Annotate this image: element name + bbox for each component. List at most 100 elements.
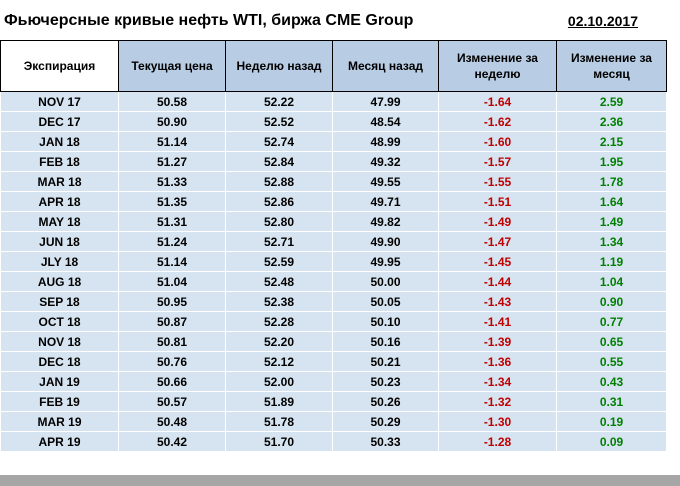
table-row: DEC 17 50.90 52.52 48.54 -1.62 2.36 [0, 111, 667, 132]
current-price-cell: 51.27 [118, 151, 226, 172]
current-price-cell: 50.58 [118, 91, 226, 112]
futures-table: Экспирация Текущая цена Неделю назад Месяц … [0, 40, 667, 452]
expiration-cell: JAN 19 [0, 371, 119, 392]
week-ago-cell: 52.48 [225, 271, 333, 292]
column-header: Неделю назад [225, 40, 333, 92]
column-header: Изменение за месяц [556, 40, 667, 92]
month-ago-cell: 49.32 [332, 151, 439, 172]
month-ago-cell: 50.21 [332, 351, 439, 372]
week-change-cell: -1.36 [438, 351, 557, 372]
month-ago-cell: 50.00 [332, 271, 439, 292]
week-change-cell: -1.55 [438, 171, 557, 192]
bottom-strip [0, 475, 680, 486]
column-header: Текущая цена [118, 40, 226, 92]
expiration-cell: APR 19 [0, 431, 119, 452]
week-ago-cell: 52.59 [225, 251, 333, 272]
month-ago-cell: 47.99 [332, 91, 439, 112]
week-ago-cell: 52.20 [225, 331, 333, 352]
week-ago-cell: 52.52 [225, 111, 333, 132]
column-header: Экспирация [0, 40, 119, 92]
month-change-cell: 0.65 [556, 331, 667, 352]
month-ago-cell: 50.16 [332, 331, 439, 352]
month-ago-cell: 49.55 [332, 171, 439, 192]
page-title: Фьючерсные кривые нефть WTI, биржа CME G… [4, 12, 414, 29]
week-change-cell: -1.57 [438, 151, 557, 172]
current-price-cell: 50.90 [118, 111, 226, 132]
month-change-cell: 1.19 [556, 251, 667, 272]
table-header: Экспирация Текущая цена Неделю назад Месяц … [0, 40, 667, 92]
current-price-cell: 50.87 [118, 311, 226, 332]
week-ago-cell: 52.22 [225, 91, 333, 112]
month-ago-cell: 50.10 [332, 311, 439, 332]
month-ago-cell: 50.26 [332, 391, 439, 412]
report-date: 02.10.2017 [567, 13, 638, 29]
month-change-cell: 1.78 [556, 171, 667, 192]
current-price-cell: 51.35 [118, 191, 226, 212]
table-row: JUN 18 51.24 52.71 49.90 -1.47 1.34 [0, 231, 667, 252]
week-ago-cell: 52.74 [225, 131, 333, 152]
expiration-cell: APR 18 [0, 191, 119, 212]
month-change-cell: 2.59 [556, 91, 667, 112]
expiration-cell: FEB 18 [0, 151, 119, 172]
table-row: NOV 17 50.58 52.22 47.99 -1.64 2.59 [0, 91, 667, 112]
expiration-cell: NOV 18 [0, 331, 119, 352]
month-change-cell: 1.04 [556, 271, 667, 292]
current-price-cell: 50.81 [118, 331, 226, 352]
spreadsheet-view: Фьючерсные кривые нефть WTI, биржа CME G… [0, 12, 680, 486]
table-row: JAN 18 51.14 52.74 48.99 -1.60 2.15 [0, 131, 667, 152]
month-change-cell: 0.90 [556, 291, 667, 312]
current-price-cell: 50.57 [118, 391, 226, 412]
current-price-cell: 50.42 [118, 431, 226, 452]
table-row: MAY 18 51.31 52.80 49.82 -1.49 1.49 [0, 211, 667, 232]
week-change-cell: -1.30 [438, 411, 557, 432]
week-change-cell: -1.62 [438, 111, 557, 132]
week-change-cell: -1.45 [438, 251, 557, 272]
month-change-cell: 1.95 [556, 151, 667, 172]
current-price-cell: 51.33 [118, 171, 226, 192]
month-ago-cell: 49.82 [332, 211, 439, 232]
table-row: DEC 18 50.76 52.12 50.21 -1.36 0.55 [0, 351, 667, 372]
expiration-cell: AUG 18 [0, 271, 119, 292]
week-change-cell: -1.49 [438, 211, 557, 232]
month-ago-cell: 50.33 [332, 431, 439, 452]
current-price-cell: 50.76 [118, 351, 226, 372]
month-change-cell: 0.31 [556, 391, 667, 412]
month-change-cell: 0.43 [556, 371, 667, 392]
table-row: SEP 18 50.95 52.38 50.05 -1.43 0.90 [0, 291, 667, 312]
week-ago-cell: 52.00 [225, 371, 333, 392]
week-ago-cell: 52.38 [225, 291, 333, 312]
current-price-cell: 50.48 [118, 411, 226, 432]
current-price-cell: 51.14 [118, 251, 226, 272]
expiration-cell: JLY 18 [0, 251, 119, 272]
current-price-cell: 51.04 [118, 271, 226, 292]
week-change-cell: -1.44 [438, 271, 557, 292]
expiration-cell: DEC 17 [0, 111, 119, 132]
week-ago-cell: 51.78 [225, 411, 333, 432]
week-ago-cell: 51.70 [225, 431, 333, 452]
expiration-cell: OCT 18 [0, 311, 119, 332]
week-change-cell: -1.51 [438, 191, 557, 212]
expiration-cell: SEP 18 [0, 291, 119, 312]
expiration-cell: JAN 18 [0, 131, 119, 152]
week-ago-cell: 51.89 [225, 391, 333, 412]
week-ago-cell: 52.80 [225, 211, 333, 232]
week-change-cell: -1.32 [438, 391, 557, 412]
table-row: JLY 18 51.14 52.59 49.95 -1.45 1.19 [0, 251, 667, 272]
table-row: FEB 18 51.27 52.84 49.32 -1.57 1.95 [0, 151, 667, 172]
table-row: JAN 19 50.66 52.00 50.23 -1.34 0.43 [0, 371, 667, 392]
table-row: MAR 18 51.33 52.88 49.55 -1.55 1.78 [0, 171, 667, 192]
week-change-cell: -1.47 [438, 231, 557, 252]
month-change-cell: 0.19 [556, 411, 667, 432]
month-change-cell: 1.49 [556, 211, 667, 232]
month-ago-cell: 48.54 [332, 111, 439, 132]
expiration-cell: FEB 19 [0, 391, 119, 412]
month-change-cell: 0.55 [556, 351, 667, 372]
month-ago-cell: 49.95 [332, 251, 439, 272]
month-change-cell: 2.36 [556, 111, 667, 132]
month-ago-cell: 50.05 [332, 291, 439, 312]
table-row: FEB 19 50.57 51.89 50.26 -1.32 0.31 [0, 391, 667, 412]
week-change-cell: -1.39 [438, 331, 557, 352]
month-change-cell: 0.09 [556, 431, 667, 452]
expiration-cell: DEC 18 [0, 351, 119, 372]
column-header: Месяц назад [332, 40, 439, 92]
